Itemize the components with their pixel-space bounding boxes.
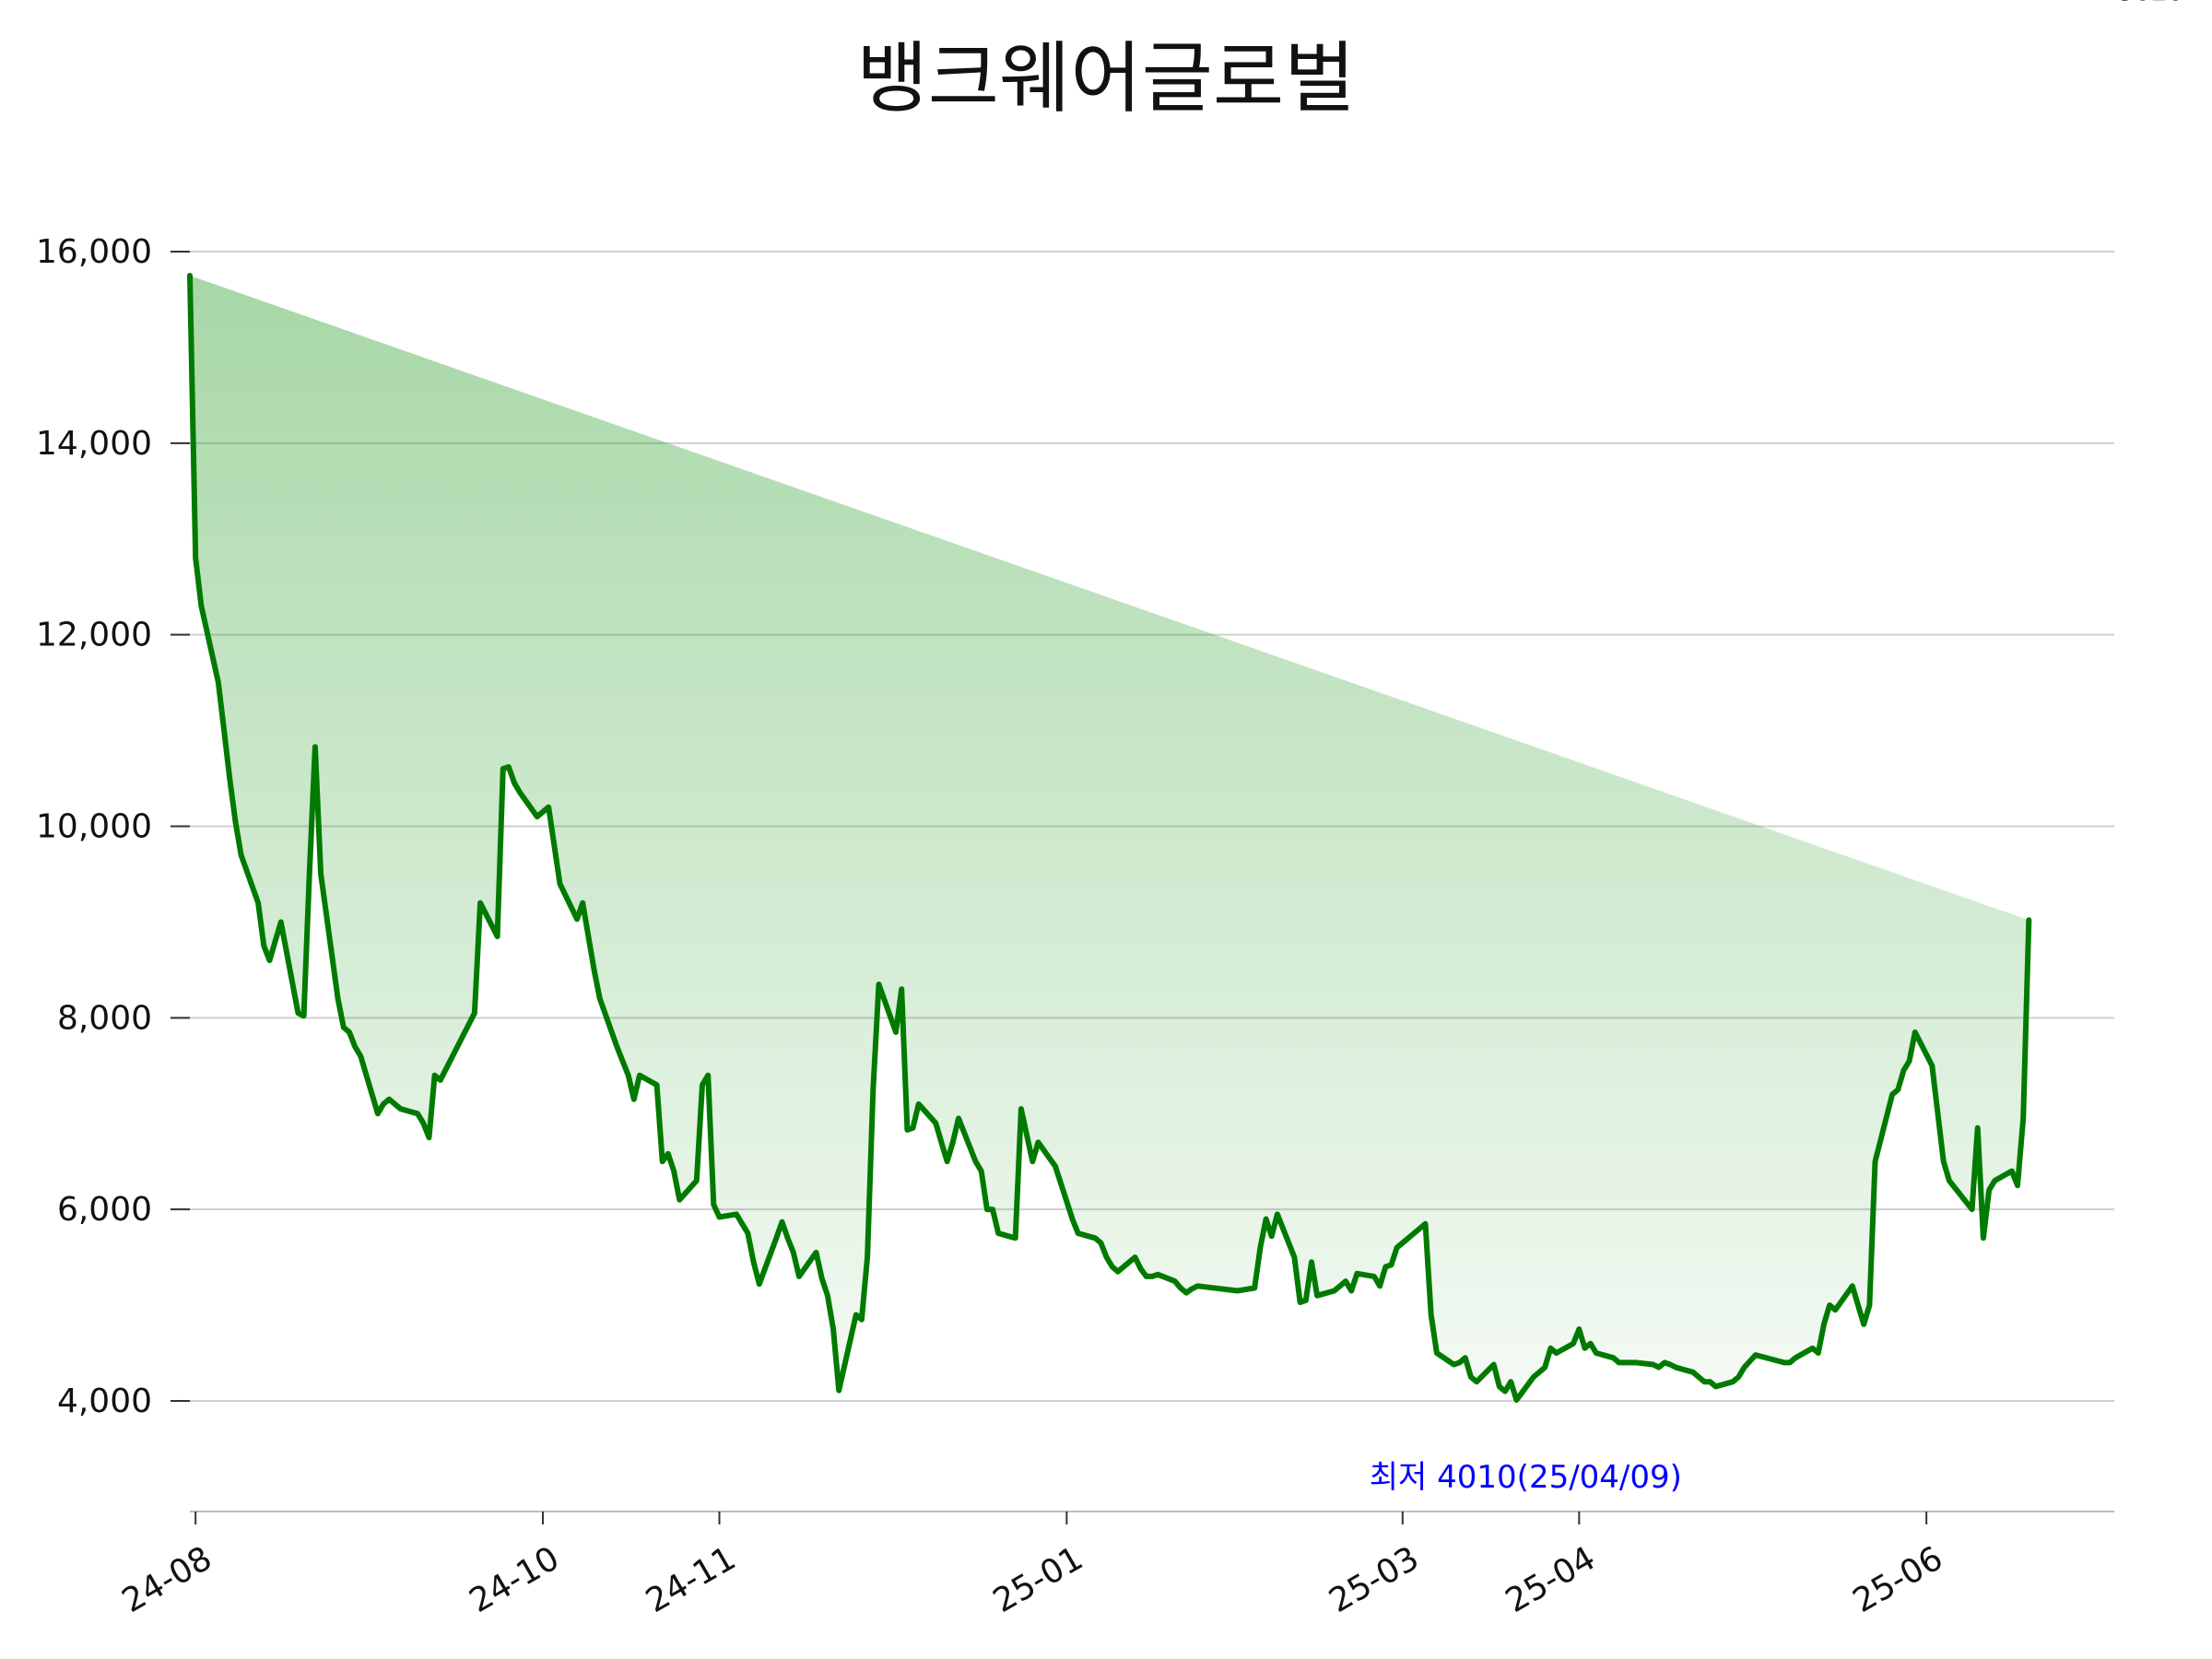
x-tick-label: 24-10	[464, 1539, 566, 1620]
series-line-layer	[187, 273, 2032, 1403]
y-tick-label: 8,000	[57, 999, 152, 1037]
y-tick-label: 6,000	[57, 1191, 152, 1229]
x-tick-label: 24-11	[640, 1539, 742, 1620]
series-line	[187, 273, 2032, 1403]
x-tick-label: 25-06	[1847, 1539, 1949, 1620]
y-tick-label: 16,000	[36, 233, 152, 271]
area-fill	[190, 276, 2030, 1400]
min-price-annotation: 최저 4010(25/04/09)	[1370, 1459, 1682, 1496]
y-tick-label: 4,000	[57, 1382, 152, 1420]
annotations: 최저 4010(25/04/09) 9020	[1370, 0, 2183, 1496]
y-axis-ticks: 4,000 6,000 8,000 10,000 12,000 14,000 16,000	[36, 233, 190, 1420]
area-fill-layer	[190, 276, 2030, 1400]
x-tick-label: 25-03	[1323, 1539, 1425, 1620]
x-tick-label: 25-01	[987, 1539, 1089, 1620]
y-tick-label: 14,000	[36, 425, 152, 463]
x-axis-ticks: 24-08 24-10 24-11 25-01 25-03 25-04 25-06	[116, 1512, 1949, 1620]
y-tick-label: 12,000	[36, 617, 152, 654]
chart-title: 뱅크웨어글로벌	[856, 33, 1356, 124]
axes	[190, 1511, 2114, 1512]
y-tick-label: 10,000	[36, 808, 152, 846]
last-price-annotation: 9020	[2118, 0, 2183, 6]
x-tick-label: 25-04	[1500, 1539, 1602, 1620]
x-tick-label: 24-08	[116, 1539, 218, 1620]
